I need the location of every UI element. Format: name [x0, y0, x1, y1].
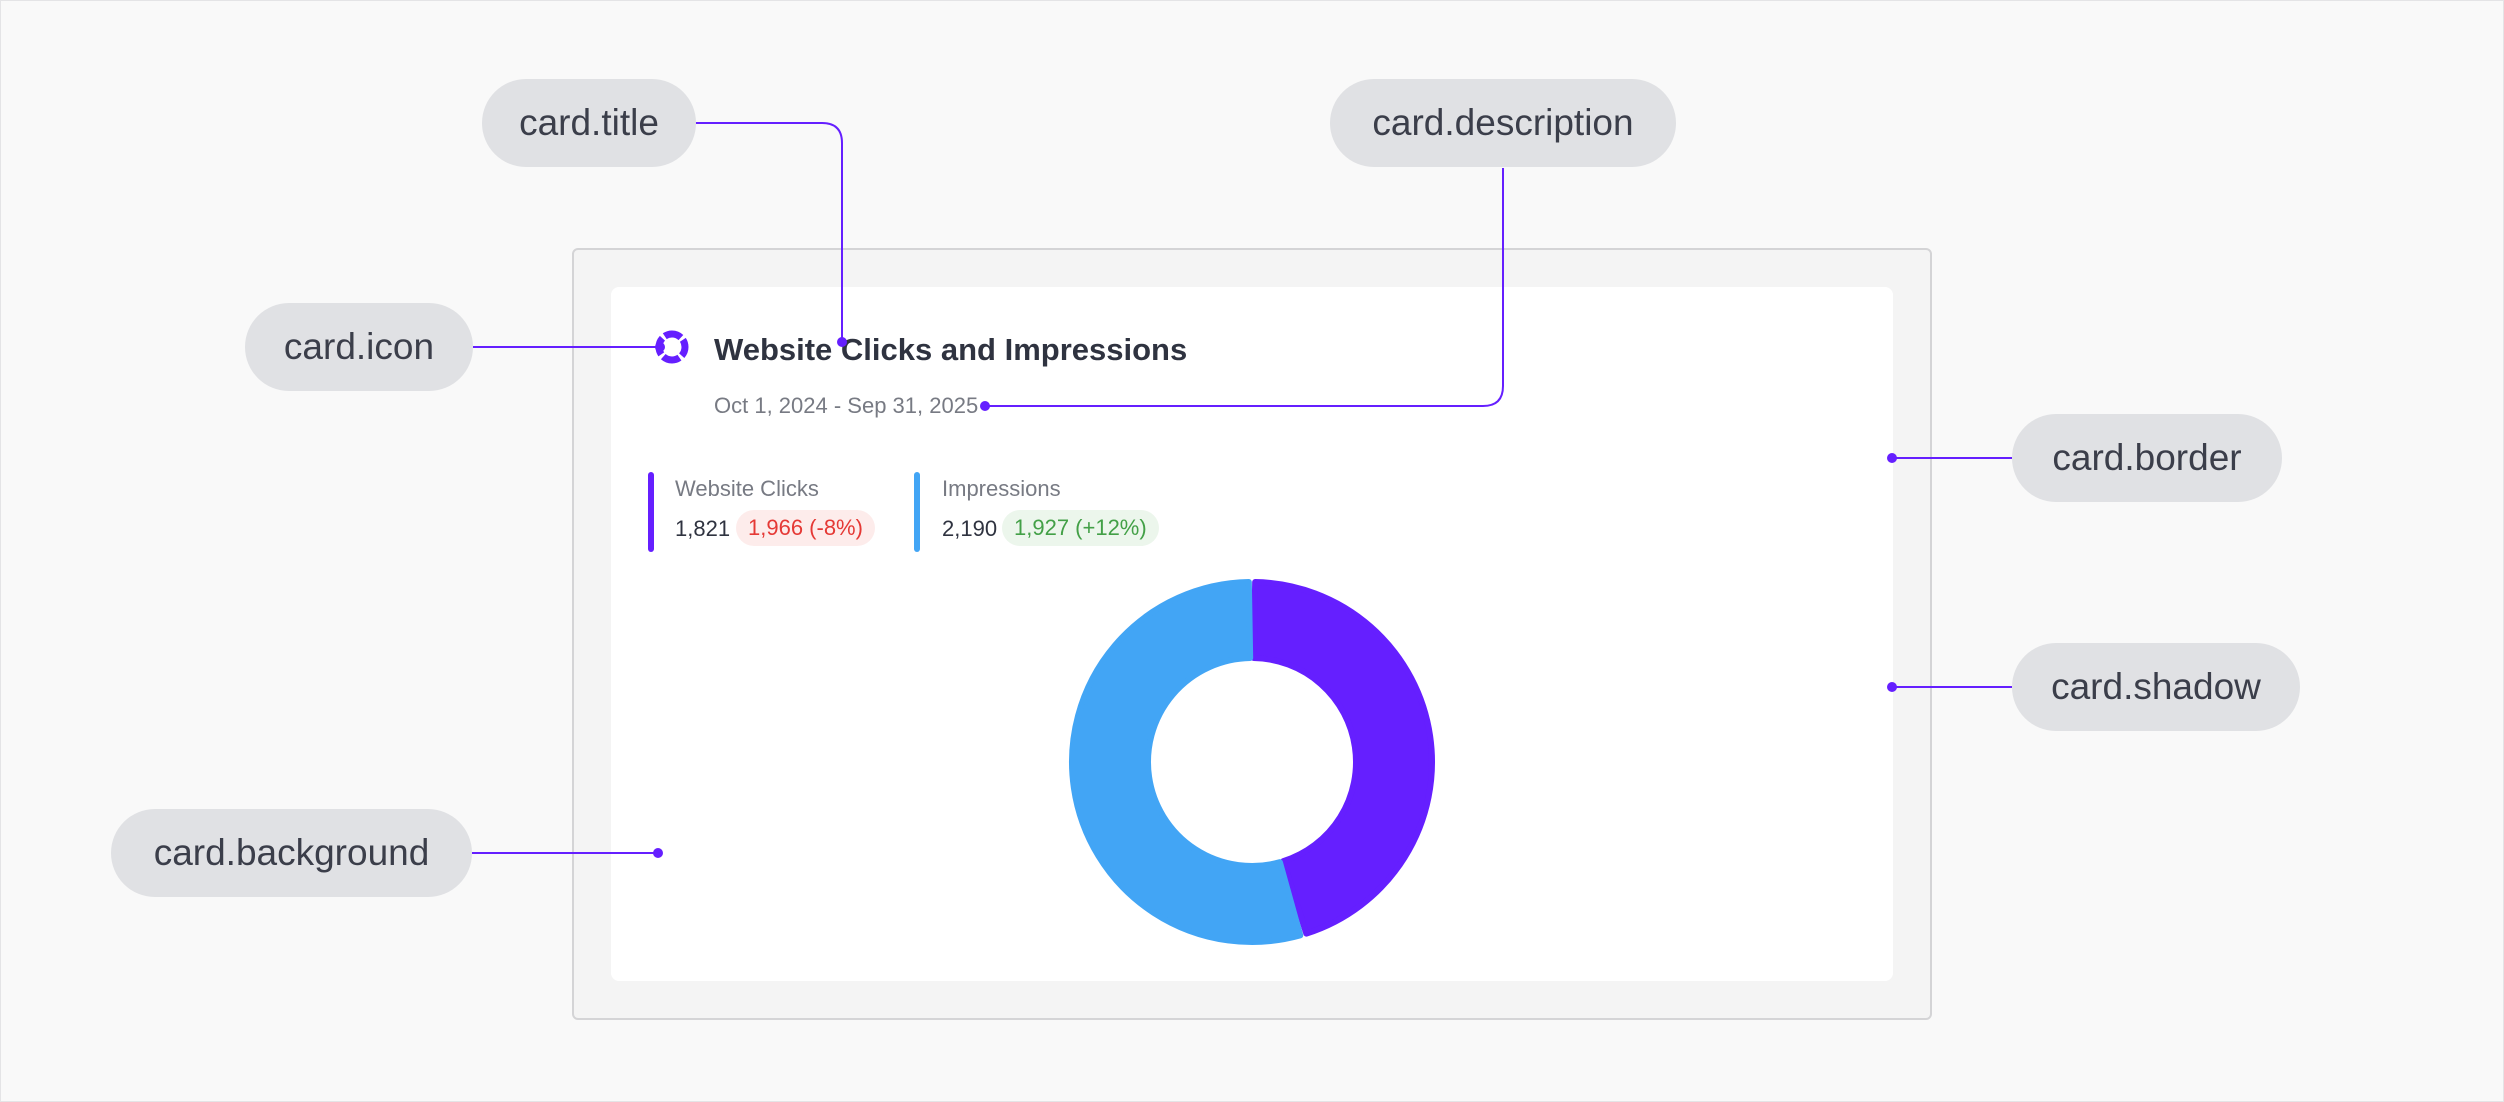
annotation-card-border: card.border [2012, 414, 2282, 502]
metric-value-website-clicks: 1,821 [675, 516, 731, 541]
card-description: Oct 1, 2024 - Sep 31, 2025 [714, 393, 979, 418]
annotation-card-shadow: card.shadow [2012, 643, 2300, 731]
annotation-card-icon: card.icon [245, 303, 473, 391]
annotation-card-background: card.background [111, 809, 472, 897]
impressions-indicator [914, 472, 920, 552]
metric-label-impressions: Impressions [942, 476, 1061, 501]
card-background [611, 287, 1893, 981]
metric-delta-impressions: 1,927 (+12%) [1002, 510, 1159, 546]
metric-delta-website-clicks: 1,966 (-8%) [736, 510, 875, 546]
metric-value-impressions: 2,190 [942, 516, 998, 541]
card-title: Website Clicks and Impressions [714, 332, 1188, 367]
annotation-card-title: card.title [482, 79, 696, 167]
metric-label-website-clicks: Website Clicks [675, 476, 819, 501]
annotation-card-description: card.description [1330, 79, 1676, 167]
website-clicks-indicator [648, 472, 654, 552]
